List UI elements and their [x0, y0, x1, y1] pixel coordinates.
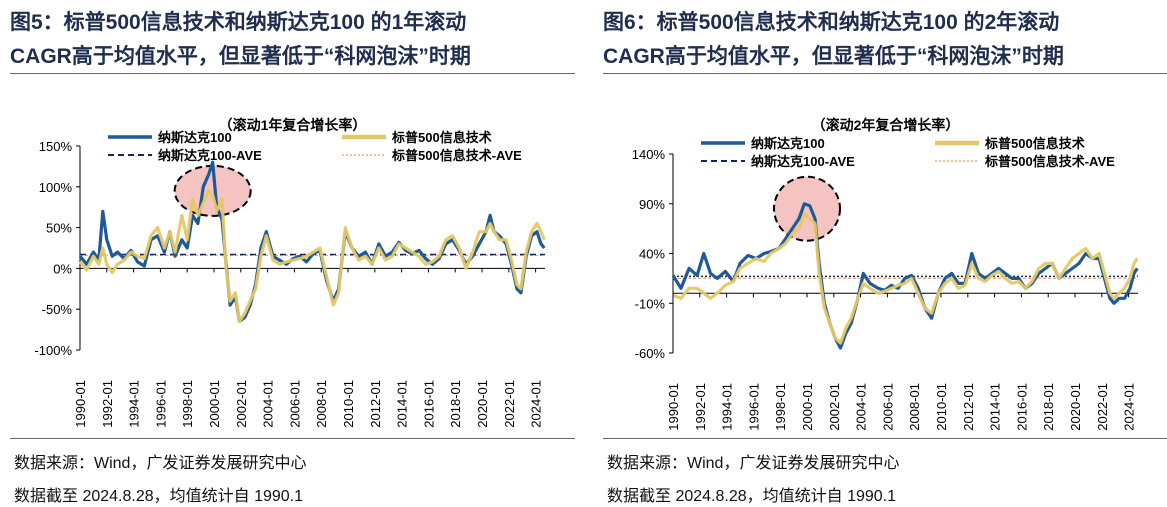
bottom-divider: [603, 438, 1167, 439]
y-tick-label: 100%: [39, 180, 73, 195]
x-tick-label: 2004-01: [854, 383, 869, 431]
x-tick-label: 2022-01: [502, 380, 517, 428]
x-tick-label: 1992-01: [693, 383, 708, 431]
x-tick-label: 2022-01: [1095, 383, 1110, 431]
series-sp500-tech-line: [672, 212, 1139, 345]
x-tick-label: 1990-01: [666, 383, 681, 431]
figure-title: 图5：标普500信息技术和纳斯达克100 的1年滚动 CAGR高于均值水平，但显…: [10, 6, 575, 74]
legend-label: 标普500信息技术-AVE: [391, 148, 522, 163]
legend-label: 标普500信息技术: [984, 136, 1085, 151]
figure-title-line1: 图5：标普500信息技术和纳斯达克100 的1年滚动: [10, 11, 467, 34]
legend-label: 标普500信息技术: [391, 130, 492, 145]
x-tick-label: 2006-01: [287, 380, 302, 428]
x-tick-label: 1996-01: [746, 383, 761, 431]
x-tick-label: 1990-01: [73, 380, 88, 428]
x-tick-label: 2016-01: [1014, 383, 1029, 431]
figure-title: 图6：标普500信息技术和纳斯达克100 的2年滚动 CAGR高于均值水平，但显…: [603, 6, 1167, 74]
figure-5-panel: 图5：标普500信息技术和纳斯达克100 的1年滚动 CAGR高于均值水平，但显…: [10, 0, 575, 507]
y-tick-label: -50%: [42, 302, 73, 317]
legend-label: 纳斯达克100: [751, 136, 825, 151]
rolling-1y-cagr-chart: （滚动1年复合增长率） 150% 100% 50% 0% -50% -100% 1990-01…: [34, 117, 546, 428]
top-divider: [603, 73, 1167, 74]
top-divider: [10, 73, 575, 74]
y-tick-label: -60%: [635, 346, 666, 361]
figure-title-line2: CAGR高于均值水平，但显著低于“科网泡沫”时期: [603, 45, 1064, 68]
legend-label: 纳斯达克100: [158, 130, 232, 145]
chart-inner-title: （滚动1年复合增长率）: [219, 117, 367, 133]
x-tick-label: 1994-01: [127, 380, 142, 428]
x-tick-label: 2018-01: [1041, 383, 1056, 431]
x-tick-label: 2000-01: [800, 383, 815, 431]
data-date-note: 数据截至 2024.8.28，均值统计自 1990.1: [14, 488, 304, 505]
legend-label: 标普500信息技术-AVE: [984, 154, 1115, 169]
x-tick-label: 2002-01: [234, 380, 249, 428]
x-tick-label: 2010-01: [341, 380, 356, 428]
y-tick-label: -100%: [34, 343, 72, 358]
figure-title-line1: 图6：标普500信息技术和纳斯达克100 的2年滚动: [603, 11, 1060, 34]
x-tick-label: 2024-01: [529, 380, 544, 428]
x-tick-label: 2008-01: [314, 380, 329, 428]
rolling-2y-cagr-chart: （滚动2年复合增长率） 140% 90% 40% -10% -60% 1990-01 1992…: [632, 117, 1139, 431]
y-tick-label: 140%: [632, 147, 666, 162]
x-tick-label: 2014-01: [395, 380, 410, 428]
bottom-divider: [10, 438, 575, 439]
x-tick-label: 1994-01: [720, 383, 735, 431]
x-tick-label: 1998-01: [773, 383, 788, 431]
x-tick-label: 2000-01: [207, 380, 222, 428]
y-tick-label: 0%: [53, 261, 72, 276]
y-tick-label: 90%: [639, 197, 665, 212]
figure-title-line2: CAGR高于均值水平，但显著低于“科网泡沫”时期: [10, 45, 471, 68]
legend-label: 纳斯达克100-AVE: [158, 148, 262, 163]
source-note: 数据来源：Wind，广发证券发展研究中心: [607, 455, 900, 472]
legend-label: 纳斯达克100-AVE: [751, 154, 855, 169]
x-tick-label: 2006-01: [880, 383, 895, 431]
source-note: 数据来源：Wind，广发证券发展研究中心: [14, 455, 307, 472]
y-tick-label: 40%: [639, 247, 665, 262]
x-tick-label: 2008-01: [907, 383, 922, 431]
chart-inner-title: （滚动2年复合增长率）: [812, 117, 960, 133]
figure-6-panel: 图6：标普500信息技术和纳斯达克100 的2年滚动 CAGR高于均值水平，但显…: [603, 0, 1167, 507]
x-tick-label: 2004-01: [261, 380, 276, 428]
y-tick-label: 150%: [39, 139, 73, 154]
x-tick-label: 2018-01: [448, 380, 463, 428]
x-tick-label: 2020-01: [1068, 383, 1083, 431]
x-tick-label: 1998-01: [180, 380, 195, 428]
x-tick-label: 2010-01: [934, 383, 949, 431]
y-tick-label: 50%: [46, 221, 72, 236]
y-tick-label: -10%: [635, 296, 666, 311]
x-tick-label: 2020-01: [475, 380, 490, 428]
series-sp500-tech-line: [78, 189, 546, 323]
x-tick-label: 2012-01: [368, 380, 383, 428]
x-tick-label: 1996-01: [153, 380, 168, 428]
x-tick-label: 2002-01: [827, 383, 842, 431]
x-tick-label: 2012-01: [961, 383, 976, 431]
series-nasdaq-100-line: [671, 202, 1139, 350]
dotcom-bubble-highlight: [773, 175, 842, 242]
x-tick-label: 2016-01: [421, 380, 436, 428]
data-date-note: 数据截至 2024.8.28，均值统计自 1990.1: [607, 488, 897, 505]
x-tick-label: 2024-01: [1122, 383, 1137, 431]
x-tick-label: 1992-01: [100, 380, 115, 428]
x-tick-label: 2014-01: [988, 383, 1003, 431]
